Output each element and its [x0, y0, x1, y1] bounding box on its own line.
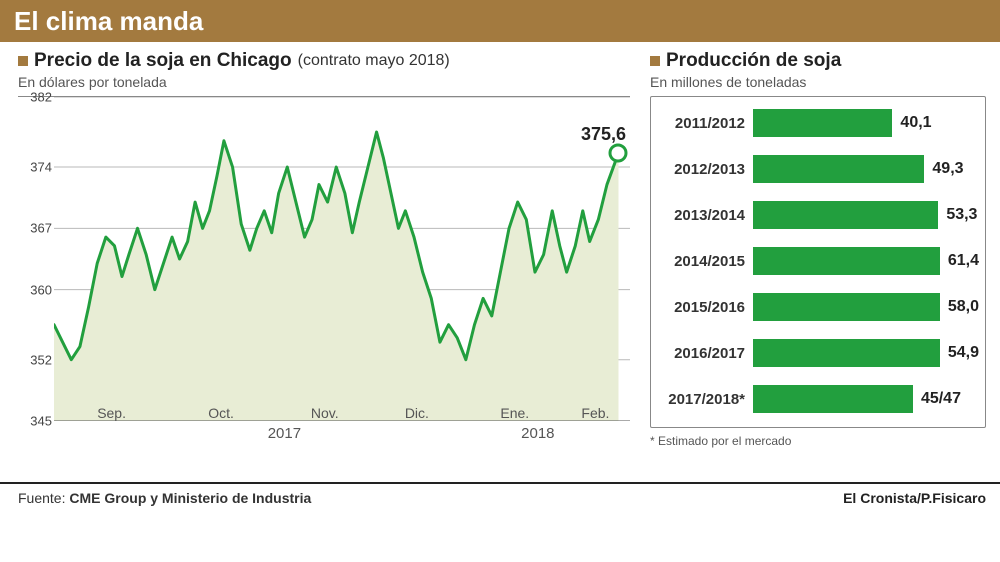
infographic-root: { "header": { "title": "El clima manda",… [0, 0, 1000, 562]
bar-chart-panel: Producción de soja En millones de tonela… [640, 42, 1000, 482]
x-tick-label: Feb. [581, 405, 609, 421]
bar-track: 53,3 [753, 201, 979, 229]
bar-row: 2013/2014 53,3 [657, 195, 979, 235]
bar [753, 155, 924, 183]
line-chart-title-row: Precio de la soja en Chicago (contrato m… [18, 50, 630, 72]
line-chart-caption: En dólares por tonelada [18, 74, 630, 90]
bar-row: 2015/2016 58,0 [657, 287, 979, 327]
x-tick-label: Oct. [208, 405, 234, 421]
bar-track: 45/47 [753, 385, 979, 413]
footer-row: Fuente: CME Group y Ministerio de Indust… [0, 484, 1000, 506]
line-chart-panel: Precio de la soja en Chicago (contrato m… [0, 42, 640, 482]
y-tick-label: 345 [30, 414, 52, 429]
bar-label: 2015/2016 [657, 299, 753, 316]
bar-row: 2017/2018* 45/47 [657, 379, 979, 419]
source-text: Fuente: CME Group y Ministerio de Indust… [18, 490, 311, 506]
x-tick-label: Ene. [500, 405, 529, 421]
bar-label: 2017/2018* [657, 391, 753, 408]
bar-row: 2014/2015 61,4 [657, 241, 979, 281]
bar-track: 49,3 [753, 155, 979, 183]
x-tick-label: Sep. [97, 405, 126, 421]
bar-chart-marker-icon [650, 56, 660, 66]
bar-chart-title: Producción de soja [666, 50, 841, 72]
y-axis-labels: 345352360367374382 [18, 97, 52, 421]
bar-value: 53,3 [946, 206, 977, 224]
bar-value: 45/47 [921, 390, 961, 408]
bar-row: 2012/2013 49,3 [657, 149, 979, 189]
line-chart: 345352360367374382 375,6 Sep.Oct.Nov.Dic… [18, 96, 630, 437]
line-chart-subtitle: (contrato mayo 2018) [298, 52, 450, 70]
bar-value: 61,4 [948, 252, 979, 270]
bar [753, 109, 892, 137]
bar-label: 2012/2013 [657, 161, 753, 178]
x-year-label: 2017 [268, 425, 301, 442]
bar-row: 2016/2017 54,9 [657, 333, 979, 373]
x-tick-label: Nov. [311, 405, 339, 421]
bar-track: 54,9 [753, 339, 979, 367]
bar-value: 49,3 [932, 160, 963, 178]
source-value: CME Group y Ministerio de Industria [69, 490, 311, 506]
y-tick-label: 374 [30, 160, 52, 175]
line-chart-marker-icon [18, 56, 28, 66]
bar-track: 58,0 [753, 293, 979, 321]
bar-label: 2013/2014 [657, 207, 753, 224]
bar-track: 61,4 [753, 247, 979, 275]
credit-text: El Cronista/P.Fisicaro [843, 490, 986, 506]
y-tick-label: 382 [30, 90, 52, 105]
bar [753, 247, 940, 275]
x-year-label: 2018 [521, 425, 554, 442]
y-tick-label: 360 [30, 282, 52, 297]
x-tick-label: Dic. [405, 405, 429, 421]
bars-container: 2011/201240,12012/201349,32013/201453,32… [650, 96, 986, 428]
bar-chart-title-row: Producción de soja [650, 50, 986, 72]
bar [753, 293, 940, 321]
bar-chart-caption: En millones de toneladas [650, 74, 986, 90]
bar [753, 385, 913, 413]
main-title: El clima manda [0, 0, 1000, 42]
bar-label: 2016/2017 [657, 345, 753, 362]
bar-value: 58,0 [948, 298, 979, 316]
y-tick-label: 352 [30, 352, 52, 367]
bar [753, 201, 938, 229]
bar-label: 2011/2012 [657, 115, 753, 132]
line-chart-svg [54, 97, 630, 421]
content-row: Precio de la soja en Chicago (contrato m… [0, 42, 1000, 484]
y-tick-label: 367 [30, 221, 52, 236]
bar-row: 2011/2012 40,1 [657, 103, 979, 143]
end-value-callout: 375,6 [581, 124, 626, 145]
plot-area: 375,6 [54, 97, 630, 421]
bar-label: 2014/2015 [657, 253, 753, 270]
bar-value: 54,9 [948, 344, 979, 362]
line-chart-title: Precio de la soja en Chicago [34, 50, 292, 72]
end-marker-icon [609, 144, 628, 163]
x-axis: Sep. Oct. Nov. Dic. Ene. Feb. 2017 2018 [54, 405, 630, 449]
source-prefix: Fuente: [18, 490, 69, 506]
bar-chart-footnote: * Estimado por el mercado [650, 434, 986, 448]
bar-value: 40,1 [900, 114, 931, 132]
bar [753, 339, 940, 367]
bar-track: 40,1 [753, 109, 979, 137]
